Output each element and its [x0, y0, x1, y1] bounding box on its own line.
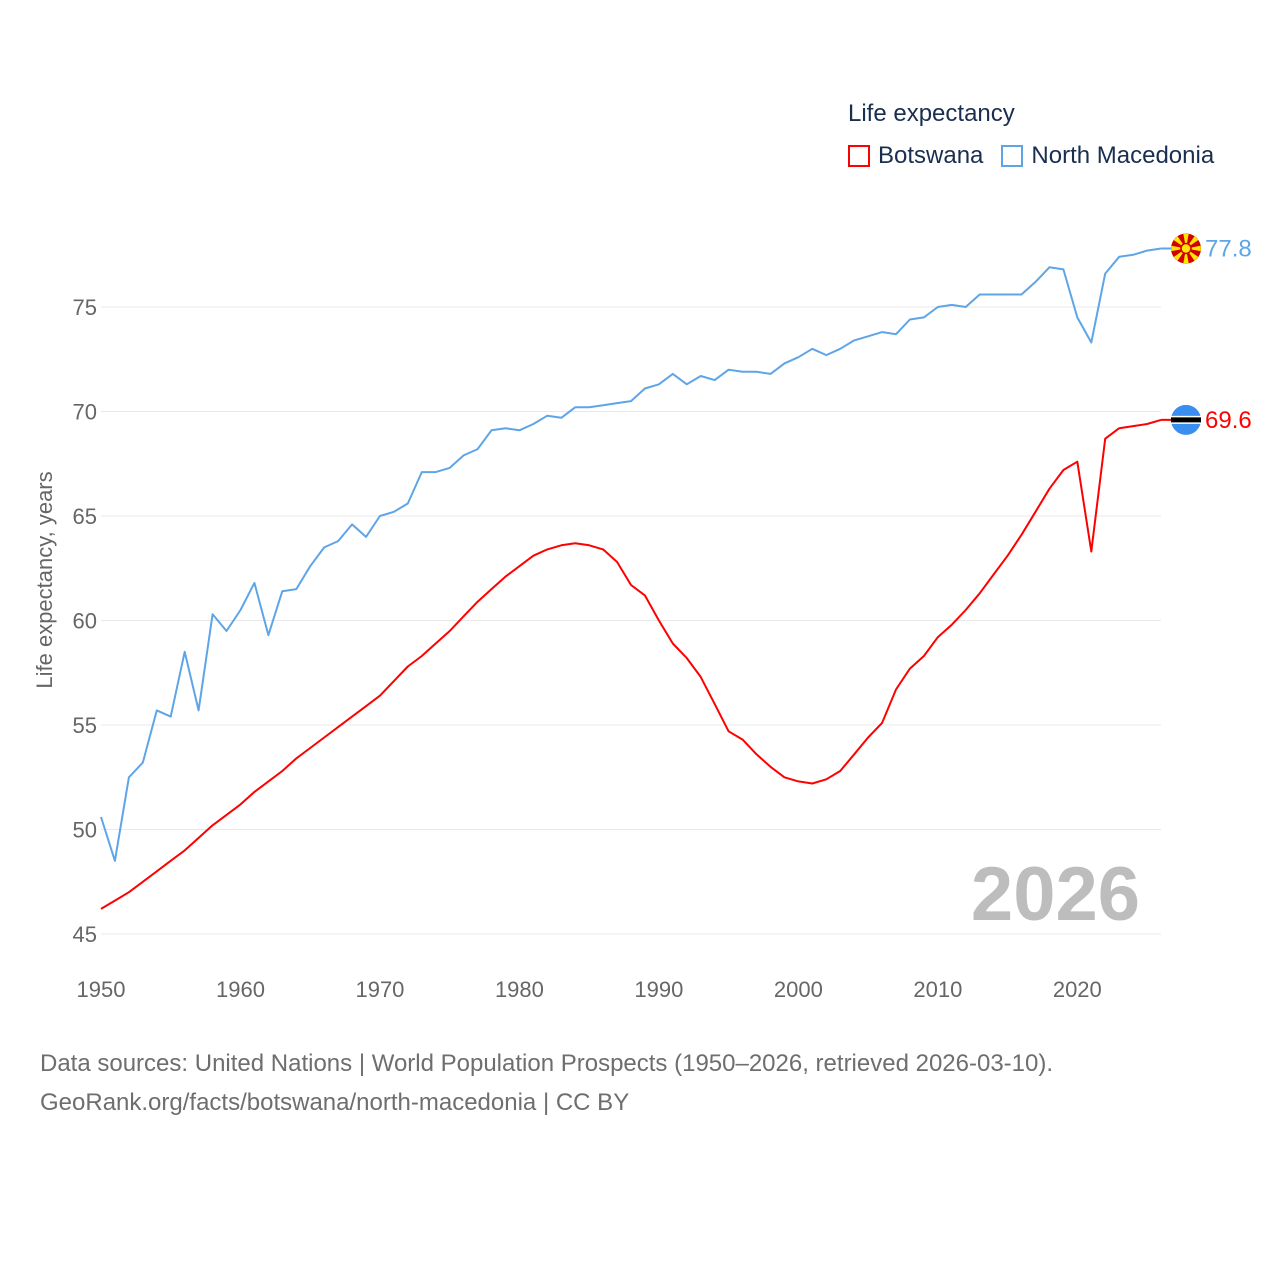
- x-tick-label: 1960: [216, 977, 265, 1002]
- flag-sun: [1180, 242, 1192, 255]
- north-macedonia-flag-icon: [1171, 233, 1201, 264]
- y-tick-label: 70: [73, 400, 97, 425]
- end-value-label: 69.6: [1205, 407, 1252, 434]
- legend-label: North Macedonia: [1031, 142, 1215, 169]
- legend-title: Life expectancy: [848, 100, 1015, 127]
- legend: Botswana North Macedonia: [848, 142, 1232, 170]
- series-line-north-macedonia: [100, 247, 1162, 862]
- y-tick-label: 45: [73, 922, 97, 947]
- x-tick-label: 1970: [355, 977, 404, 1002]
- end-labels: 69.6 77.8: [1161, 233, 1252, 435]
- x-tick-label: 2020: [1053, 977, 1102, 1002]
- x-axis-ticks: 1950 1960 1970 1980 1990 2000 2010 2020: [77, 977, 1102, 1002]
- flag-ray: [1183, 233, 1189, 249]
- x-tick-label: 1980: [495, 977, 544, 1002]
- series-line-botswana: [100, 418, 1162, 910]
- y-tick-label: 60: [73, 609, 97, 634]
- source-link[interactable]: GeoRank.org/facts/botswana/north-macedon…: [40, 1089, 630, 1116]
- gridlines: [101, 306, 1161, 935]
- footer: Data sources: United Nations | World Pop…: [40, 1044, 1053, 1122]
- y-tick-label: 55: [73, 713, 97, 738]
- legend-item-north-macedonia[interactable]: North Macedonia: [1001, 142, 1214, 170]
- legend-swatch-botswana: [848, 145, 870, 167]
- y-tick-label: 75: [73, 295, 97, 320]
- series-lines: [100, 247, 1162, 910]
- y-axis-label: Life expectancy, years: [32, 471, 57, 688]
- flag-ray: [1183, 248, 1189, 264]
- legend-swatch-north-macedonia: [1001, 145, 1024, 167]
- x-tick-label: 1990: [634, 977, 683, 1002]
- x-tick-label: 2010: [913, 977, 962, 1002]
- legend-item-botswana[interactable]: Botswana: [848, 142, 983, 170]
- data-source-text: Data sources: United Nations | World Pop…: [40, 1050, 1054, 1077]
- flag-stripe: [1171, 417, 1201, 423]
- y-tick-label: 65: [73, 504, 97, 529]
- flag-ray: [1186, 245, 1201, 252]
- legend-label: Botswana: [878, 142, 984, 169]
- y-tick-label: 50: [73, 818, 97, 843]
- year-watermark: 2026: [971, 852, 1140, 937]
- flag-ray: [1171, 245, 1186, 252]
- botswana-flag-icon: [1171, 404, 1201, 435]
- end-value-label: 77.8: [1205, 235, 1252, 262]
- x-tick-label: 1950: [77, 977, 126, 1002]
- x-tick-label: 2000: [774, 977, 823, 1002]
- y-axis-ticks: 45 50 55 60 65 70 75: [73, 295, 97, 947]
